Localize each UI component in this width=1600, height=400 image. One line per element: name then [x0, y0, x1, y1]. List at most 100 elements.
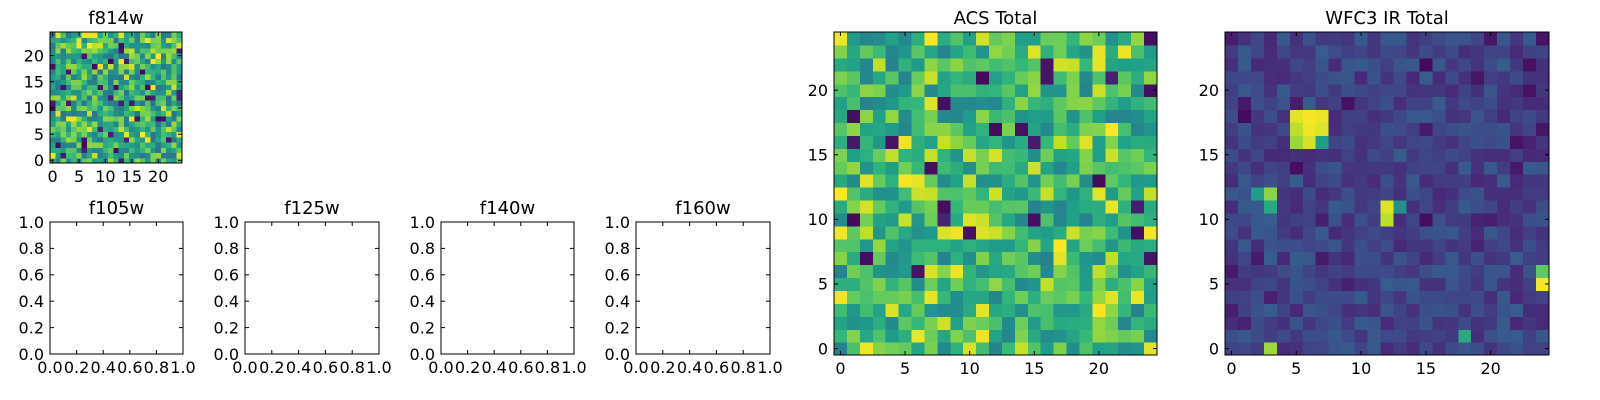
heatmap-cell — [50, 100, 56, 106]
heatmap-cell — [129, 152, 136, 159]
heatmap-cell — [155, 115, 162, 122]
heatmap-cell — [113, 157, 120, 164]
heatmap-cell — [123, 42, 130, 49]
heatmap-cell — [92, 147, 99, 154]
heatmap-cell — [1536, 277, 1550, 291]
heatmap-cell — [872, 161, 887, 175]
heatmap-cell — [872, 264, 887, 279]
heatmap-cell — [1510, 199, 1524, 214]
heatmap-cell — [911, 277, 926, 291]
heatmap-cell — [118, 121, 125, 127]
heatmap-cell — [166, 121, 173, 127]
heatmap-cell — [937, 199, 951, 214]
heatmap-cell — [1131, 96, 1145, 111]
heatmap-cell — [86, 73, 93, 80]
heatmap-cell — [1406, 83, 1420, 98]
heatmap-cell — [145, 79, 151, 85]
heatmap-cell — [65, 147, 72, 154]
heatmap-cell — [1014, 70, 1029, 85]
heatmap-cell — [1302, 238, 1317, 253]
heatmap-cell — [113, 110, 120, 117]
heatmap-cell — [846, 96, 861, 111]
heatmap-cell — [1523, 57, 1537, 72]
heatmap-cell — [911, 316, 926, 330]
heatmap-cell — [1354, 174, 1369, 188]
heatmap-cell — [834, 251, 848, 266]
heatmap-cell — [1289, 83, 1304, 98]
heatmap-cell — [160, 105, 167, 112]
heatmap-cell — [937, 83, 951, 98]
heatmap-cell — [50, 121, 56, 127]
heatmap-cell — [1001, 264, 1016, 279]
heatmap-cell — [1118, 251, 1132, 266]
y-tick-label: 0 — [34, 151, 44, 170]
x-tick-label: 0.8 — [144, 358, 169, 377]
heatmap-cell — [1341, 225, 1356, 240]
heatmap-cell — [1040, 96, 1055, 111]
heatmap-cell — [86, 68, 93, 75]
heatmap-cell — [1040, 135, 1055, 149]
heatmap-cell — [1445, 44, 1459, 59]
x-tick-label: 10 — [1351, 359, 1371, 378]
heatmap-cell — [1445, 187, 1459, 201]
heatmap-cell — [1131, 316, 1145, 330]
heatmap-cell — [834, 44, 848, 59]
heatmap-cell — [102, 147, 109, 154]
heatmap-cell — [166, 42, 173, 49]
heatmap-cell — [1079, 148, 1093, 162]
heatmap-cell — [1105, 161, 1119, 175]
heatmap-cell — [1393, 32, 1408, 46]
heatmap-cell — [976, 225, 990, 240]
heatmap-cell — [1144, 109, 1158, 124]
heatmap-cell — [1484, 174, 1498, 188]
heatmap-cell — [1341, 135, 1356, 149]
heatmap-cell — [885, 225, 900, 240]
heatmap-cell — [71, 52, 77, 59]
heatmap-cell — [1367, 277, 1382, 291]
heatmap-cell — [1225, 212, 1239, 227]
heatmap-cell — [1289, 70, 1304, 85]
heatmap-cell — [1484, 251, 1498, 266]
heatmap-cell — [1432, 57, 1446, 72]
heatmap-cell — [150, 52, 157, 59]
heatmap-cell — [145, 47, 151, 54]
heatmap-cell — [113, 63, 120, 70]
heatmap-cell — [1523, 161, 1537, 175]
heatmap-cell — [65, 105, 72, 112]
heatmap-cell — [1484, 57, 1498, 72]
heatmap-cell — [834, 212, 848, 227]
heatmap-cell — [171, 47, 178, 54]
heatmap-cell — [976, 187, 990, 201]
heatmap-cell — [1484, 32, 1498, 46]
heatmap-cell — [171, 126, 178, 133]
heatmap-cell — [1367, 225, 1382, 240]
heatmap-cell — [924, 32, 938, 46]
heatmap-cell — [1367, 329, 1382, 343]
heatmap-cell — [1471, 44, 1485, 59]
heatmap-cell — [60, 32, 67, 38]
heatmap-cell — [1328, 290, 1343, 304]
heatmap-cell — [118, 115, 125, 122]
heatmap-cell — [1432, 70, 1446, 85]
heatmap-cell — [123, 152, 130, 159]
heatmap-cell — [1066, 238, 1081, 253]
heatmap-cell — [97, 47, 104, 54]
f160w-title: f160w — [675, 198, 730, 219]
heatmap-cell — [1131, 212, 1145, 227]
heatmap-cell — [166, 73, 173, 80]
heatmap-cell — [1027, 264, 1042, 279]
heatmap-cell — [1040, 329, 1055, 343]
heatmap-cell — [1432, 174, 1446, 188]
heatmap-cell — [1497, 109, 1511, 124]
heatmap-cell — [1419, 251, 1433, 266]
heatmap-cell — [1237, 148, 1252, 162]
heatmap-cell — [113, 79, 120, 85]
heatmap-cell — [859, 44, 874, 59]
heatmap-cell — [1471, 342, 1485, 356]
heatmap-cell — [123, 47, 130, 54]
heatmap-cell — [1354, 225, 1369, 240]
heatmap-cell — [1471, 122, 1485, 136]
heatmap-cell — [1419, 135, 1433, 149]
heatmap-cell — [86, 47, 93, 54]
